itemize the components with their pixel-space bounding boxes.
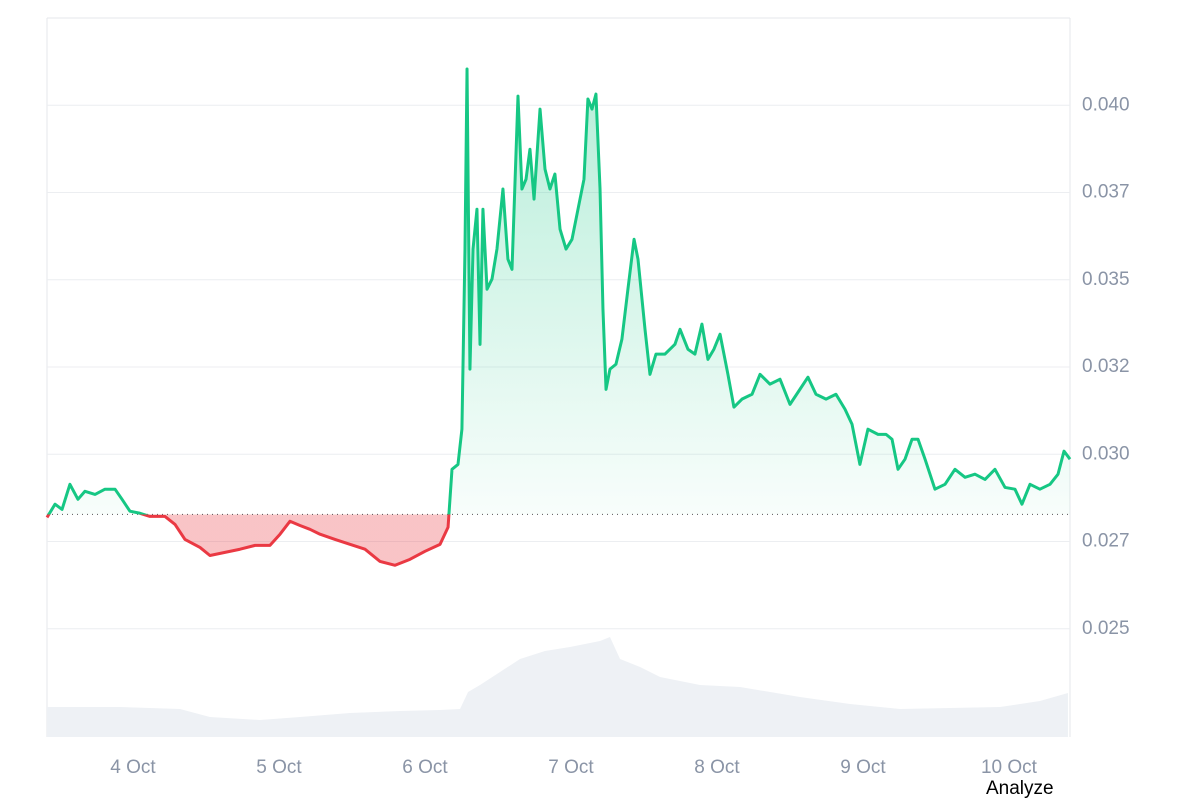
y-tick-label: 0.025 bbox=[1082, 618, 1130, 639]
analyze-button[interactable]: Analyze bbox=[986, 778, 1054, 799]
x-tick-label: 5 Oct bbox=[256, 757, 302, 778]
y-tick-label: 0.035 bbox=[1082, 269, 1130, 290]
x-tick-label: 8 Oct bbox=[694, 757, 740, 778]
y-tick-label: 0.040 bbox=[1082, 94, 1130, 115]
price-line bbox=[45, 67, 1072, 567]
x-tick-label: 10 Oct bbox=[981, 757, 1038, 778]
y-tick-label: 0.030 bbox=[1082, 443, 1130, 464]
y-tick-label: 0.037 bbox=[1082, 182, 1130, 203]
y-tick-label: 0.032 bbox=[1082, 356, 1130, 377]
y-tick-label: 0.027 bbox=[1082, 531, 1130, 552]
x-tick-label: 4 Oct bbox=[110, 757, 156, 778]
price-area bbox=[47, 68, 1070, 566]
x-tick-label: 9 Oct bbox=[840, 757, 886, 778]
volume-area bbox=[47, 637, 1068, 737]
x-tick-label: 6 Oct bbox=[402, 757, 448, 778]
x-tick-label: 7 Oct bbox=[548, 757, 594, 778]
